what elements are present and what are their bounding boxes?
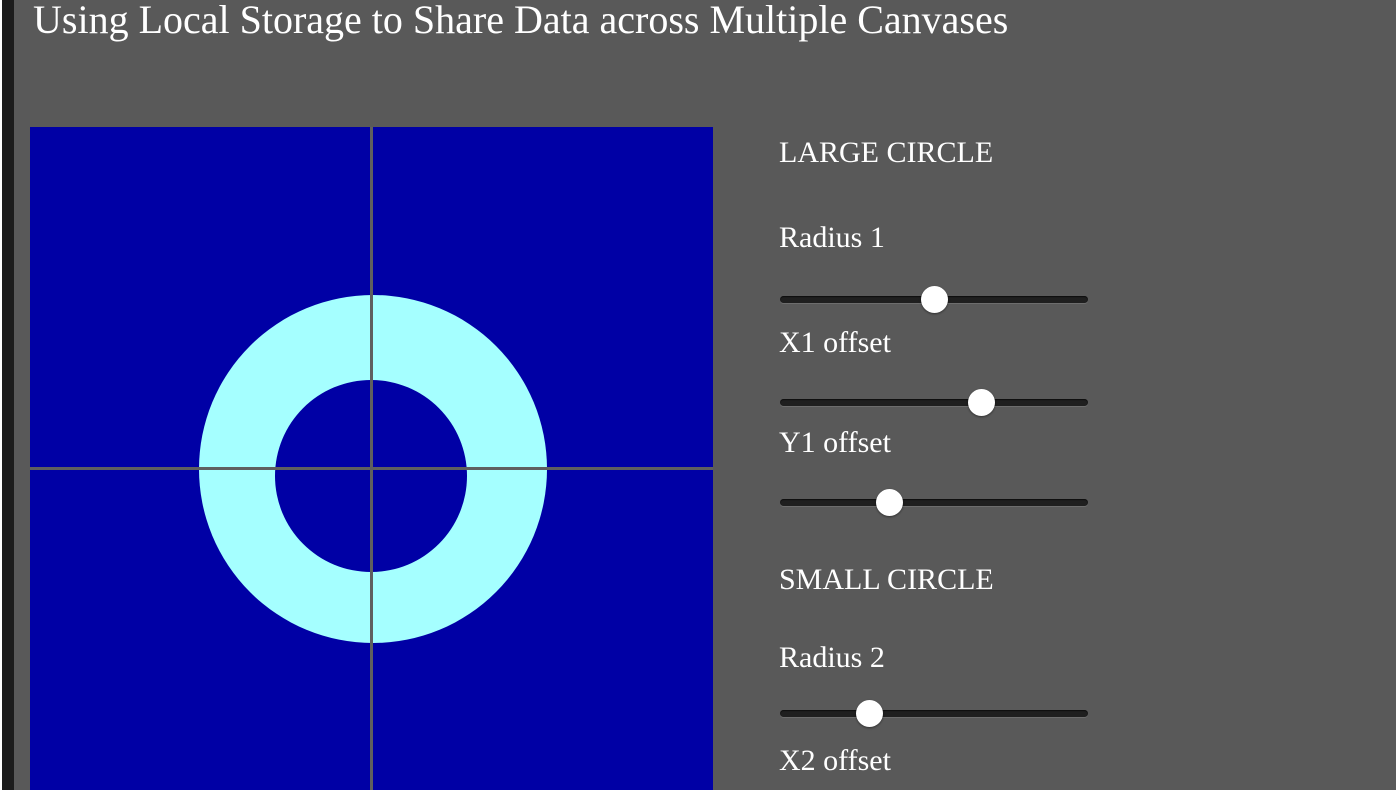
window-edge-bar [2,0,14,790]
y1-offset-slider[interactable] [780,488,1088,516]
radius1-slider[interactable] [780,285,1088,313]
shared-canvas [30,127,713,790]
radius2-slider[interactable] [780,699,1088,727]
section-heading-small-circle: SMALL CIRCLE [779,563,994,596]
crosshair-vertical-line [370,127,373,790]
slider-label-x1-offset: X1 offset [779,326,891,359]
slider-label-radius1: Radius 1 [779,221,885,254]
slider-label-y1-offset: Y1 offset [779,426,891,459]
slider-label-radius2: Radius 2 [779,641,885,674]
canvas-drawing [30,127,713,790]
x1-offset-slider[interactable] [780,388,1088,416]
page-title: Using Local Storage to Share Data across… [33,0,1009,42]
slider-label-x2-offset: X2 offset [779,744,891,777]
section-heading-large-circle: LARGE CIRCLE [779,136,994,169]
